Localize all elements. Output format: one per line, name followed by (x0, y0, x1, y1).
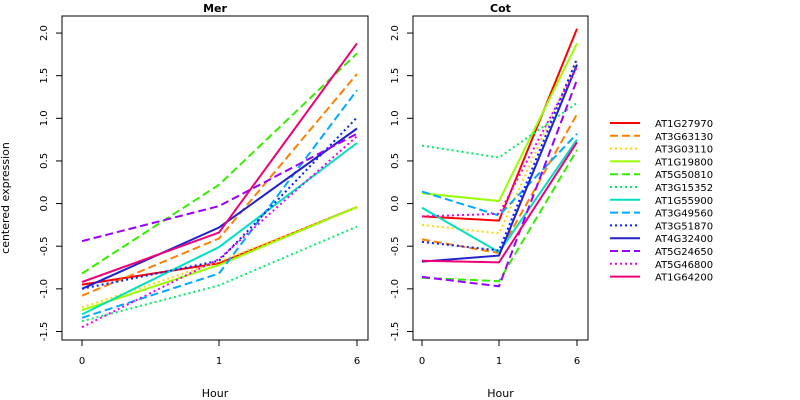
legend-label: AT5G50810 (655, 170, 713, 181)
y-tick-label: 0.0 (39, 196, 50, 212)
legend-label: AT3G03110 (655, 145, 713, 156)
legend-label: AT1G19800 (655, 157, 713, 168)
y-tick-label: -0.5 (39, 236, 50, 256)
y-tick-label: -1.5 (39, 322, 50, 342)
series-line-at1g27970 (421, 28, 578, 222)
x-axis-label: Hour (202, 387, 229, 400)
series-line-at3g03110 (421, 59, 578, 235)
series-line-at3g49560 (421, 133, 578, 217)
y-tick-label: 1.0 (39, 110, 50, 126)
legend-label: AT3G51870 (655, 221, 713, 232)
legend-label: AT3G63130 (655, 132, 713, 143)
y-tick-label: -1.5 (390, 322, 401, 342)
legend-label: AT5G24650 (655, 247, 713, 258)
y-tick-label: -1.0 (390, 279, 401, 299)
panel-cot: Cot -1.5 -1.0 -0.5 0.0 0.5 1.0 1.5 2.0 0 1 6 Hour (390, 2, 589, 400)
plot-frame (412, 15, 589, 341)
y-tick-label: 1.5 (39, 68, 50, 84)
legend-label: AT5G46800 (655, 260, 713, 271)
legend-label: AT4G32400 (655, 234, 713, 245)
series-line-at4g32400 (81, 127, 358, 290)
series-line-at5g46800 (421, 66, 578, 218)
y-tick-label: 2.0 (390, 25, 401, 41)
legend-label: AT1G55900 (655, 196, 713, 207)
series-line-at3g15352 (81, 225, 358, 323)
y-tick-label: 0.5 (390, 153, 401, 169)
series-line-at3g51870 (421, 58, 578, 252)
series-line-at5g24650 (421, 79, 578, 288)
legend-label: AT1G27970 (655, 119, 713, 130)
x-tick-label: 0 (419, 356, 425, 367)
legend-label: AT3G49560 (655, 209, 713, 220)
series-line-at1g55900 (81, 142, 358, 316)
series-line-at1g64200 (421, 141, 578, 264)
series-line-at5g50810 (421, 149, 578, 283)
series-line-at5g24650 (81, 132, 358, 243)
panel-title: Mer (203, 2, 227, 15)
series-line-at4g32400 (421, 64, 578, 263)
y-tick-label: 1.0 (390, 110, 401, 126)
series-line-at1g19800 (421, 42, 578, 203)
series-line-at1g19800 (81, 206, 358, 312)
y-tick-label: -1.0 (39, 279, 50, 299)
panel-title: Cot (490, 2, 511, 15)
series-line-at5g46800 (81, 135, 358, 329)
series-line-at3g63130 (81, 73, 358, 297)
legend-label: AT1G64200 (655, 273, 713, 284)
y-tick-label: -0.5 (390, 236, 401, 256)
series-line-at3g51870 (81, 116, 358, 290)
y-tick-label: 1.5 (390, 68, 401, 84)
x-axis-label: Hour (487, 387, 514, 400)
series-line-at3g49560 (81, 89, 358, 319)
plot-frame (61, 15, 369, 341)
y-tick-label: 0.0 (390, 196, 401, 212)
x-tick-label: 6 (354, 356, 360, 367)
series-line-at5g50810 (81, 52, 358, 275)
series-line-at1g64200 (81, 42, 358, 283)
series-line-at3g63130 (421, 113, 578, 255)
panel-mer: Mer -1.5 -1.0 -0.5 0.0 0.5 1.0 1.5 2.0 0 1 6 Hour (39, 2, 369, 400)
y-axis-label: centered expression (0, 142, 12, 254)
x-tick-label: 1 (496, 356, 502, 367)
x-tick-label: 6 (574, 356, 580, 367)
y-tick-label: 2.0 (39, 25, 50, 41)
series-line-at1g55900 (421, 139, 578, 254)
x-tick-label: 0 (79, 356, 85, 367)
x-tick-label: 1 (216, 356, 222, 367)
y-tick-label: 0.5 (39, 153, 50, 169)
legend-label: AT3G15352 (655, 183, 713, 194)
